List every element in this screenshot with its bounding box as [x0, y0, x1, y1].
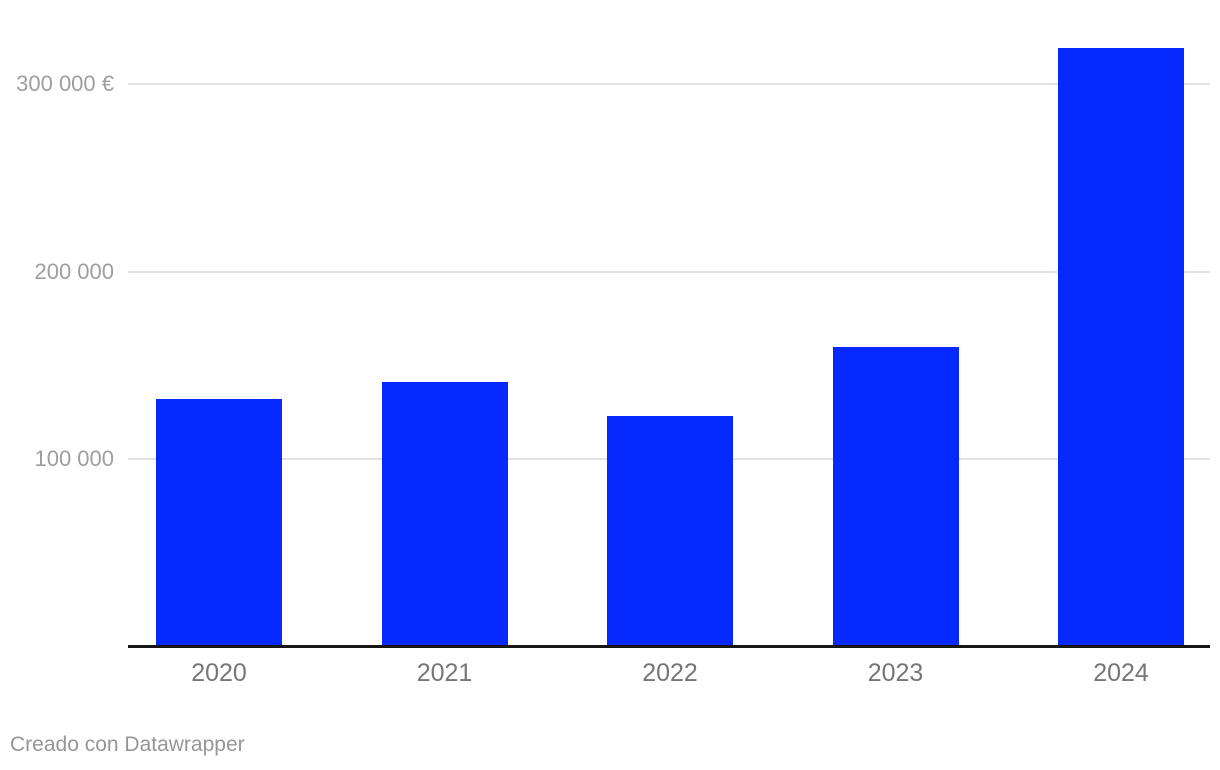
x-axis-line — [128, 645, 1210, 648]
y-axis-tick-label-100000: 100 000 — [34, 446, 114, 472]
bar-2024 — [1058, 48, 1184, 647]
x-axis-tick-label-2024: 2024 — [1093, 659, 1149, 687]
x-axis-tick-label-2022: 2022 — [642, 659, 698, 687]
x-axis-tick-label-2021: 2021 — [416, 659, 473, 687]
y-axis-tick-label-300000: 300 000 € — [16, 71, 114, 96]
bar-2021 — [381, 382, 508, 647]
bar-2023 — [832, 347, 959, 647]
bar-2020 — [156, 399, 282, 647]
datawrapper-credit-link[interactable]: Creado con Datawrapper — [10, 733, 245, 756]
gridline-200000 — [128, 270, 1210, 273]
x-axis-tick-label-2023: 2023 — [867, 659, 924, 687]
x-axis-tick-label-2020: 2020 — [191, 659, 247, 687]
gridline-300000 — [128, 83, 1210, 85]
bar-2022 — [607, 416, 733, 647]
y-axis-tick-label-200000: 200 000 — [34, 258, 114, 284]
